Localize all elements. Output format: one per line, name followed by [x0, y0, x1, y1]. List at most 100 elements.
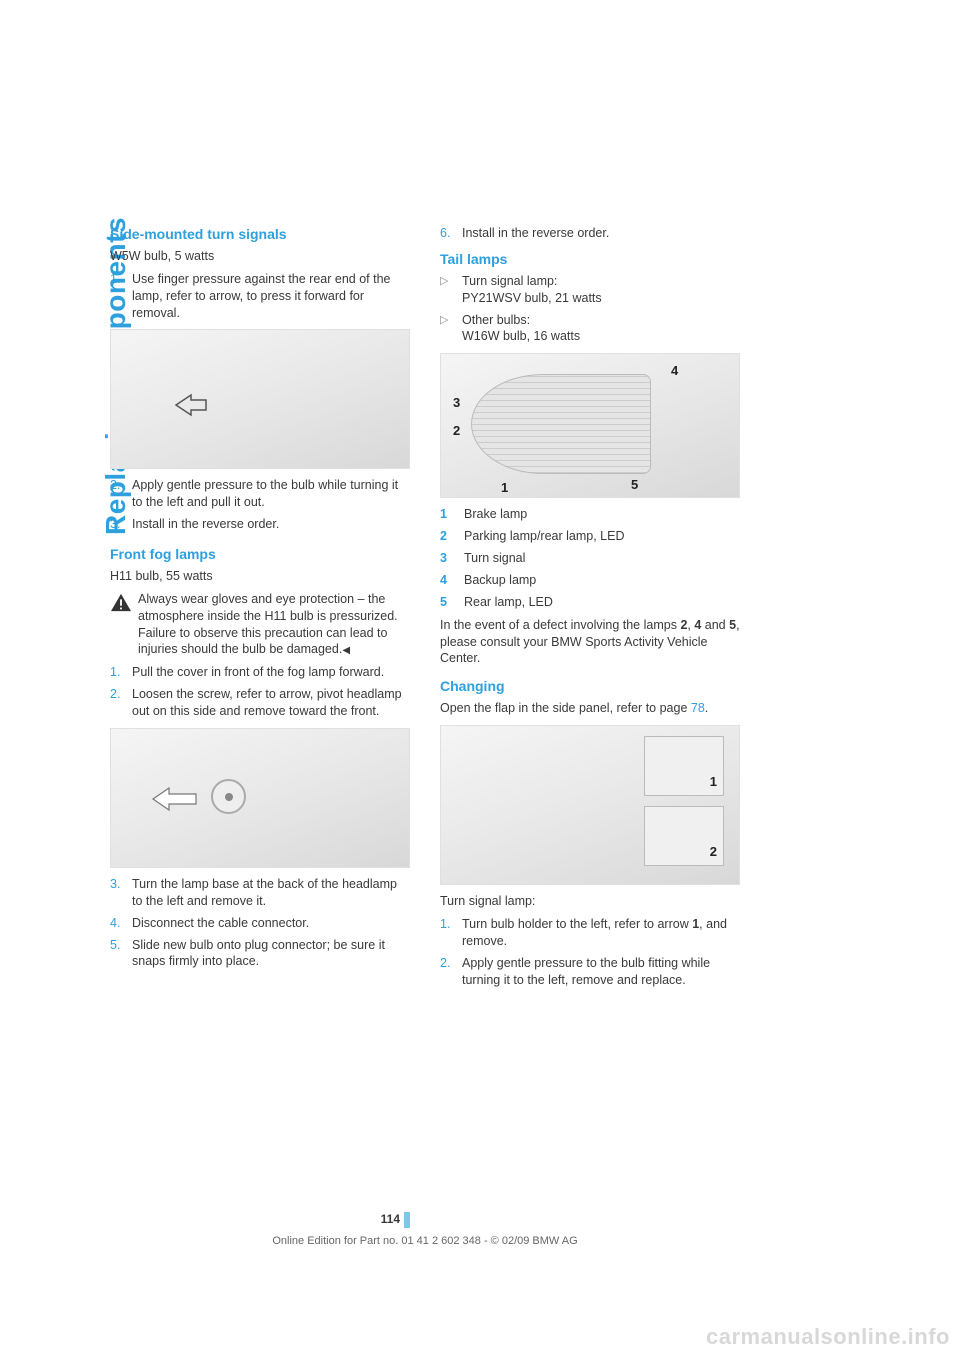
heading-changing: Changing	[440, 677, 740, 696]
text-run: Open the flap in the side panel, refer t…	[440, 701, 691, 715]
bullet-text: Other bulbs: W16W bulb, 16 watts	[462, 312, 580, 346]
list-item: 6. Install in the reverse order.	[440, 225, 740, 242]
bullet-sub: PY21WSV bulb, 21 watts	[462, 291, 602, 305]
callout-2: 2	[453, 422, 460, 440]
step-number: 2.	[440, 955, 454, 989]
bulb-spec-w5w: W5W bulb, 5 watts	[110, 248, 410, 265]
defect-note: In the event of a defect involving the l…	[440, 617, 740, 668]
step-text: Use finger pressure against the rear end…	[132, 271, 410, 322]
step-text: Pull the cover in front of the fog lamp …	[132, 664, 384, 681]
legend-num: 4	[440, 572, 454, 589]
step-number: 2.	[110, 477, 124, 511]
list-item: 2. Apply gentle pressure to the bulb fit…	[440, 955, 740, 989]
page-number: 114	[381, 1212, 400, 1226]
inset-1: 1	[644, 736, 724, 796]
steps-side-turn-a: 1. Use finger pressure against the rear …	[110, 271, 410, 322]
list-item: 3Turn signal	[440, 550, 740, 567]
page-content: Side-mounted turn signals W5W bulb, 5 wa…	[110, 225, 800, 996]
watermark: carmanualsonline.info	[706, 1324, 950, 1350]
list-item: 5. Slide new bulb onto plug connector; b…	[110, 937, 410, 971]
steps-changing: 1. Turn bulb holder to the left, refer t…	[440, 916, 740, 989]
steps-side-turn-b: 2. Apply gentle pressure to the bulb whi…	[110, 477, 410, 533]
step-text: Install in the reverse order.	[462, 225, 609, 242]
bullet-lead: Other bulbs:	[462, 313, 530, 327]
triangle-bullet-icon: ▷	[440, 273, 454, 307]
figure-fog-lamp	[110, 728, 410, 868]
step-text: Install in the reverse order.	[132, 516, 279, 533]
legend-num: 5	[440, 594, 454, 611]
page-number-bar	[404, 1212, 410, 1228]
changing-intro: Open the flap in the side panel, refer t…	[440, 700, 740, 717]
steps-fog-b: 3. Turn the lamp base at the back of the…	[110, 876, 410, 970]
list-item: 4. Disconnect the cable connector.	[110, 915, 410, 932]
step-number: 1.	[440, 916, 454, 950]
steps-fog-a: 1. Pull the cover in front of the fog la…	[110, 664, 410, 720]
step-number: 6.	[440, 225, 454, 242]
end-marker-icon: ◀	[342, 645, 350, 656]
footer-text: Online Edition for Part no. 01 41 2 602 …	[110, 1235, 740, 1247]
legend-num: 1	[440, 506, 454, 523]
triangle-bullet-icon: ▷	[440, 312, 454, 346]
arrow-icon	[171, 390, 211, 420]
list-item: 4 Backup lamp	[440, 572, 740, 589]
steps-continued: 6. Install in the reverse order.	[440, 225, 740, 242]
list-item: 3. Install in the reverse order.	[110, 516, 410, 533]
callout-5: 5	[631, 476, 638, 494]
callout-3: 3	[453, 394, 460, 412]
list-item: 5 Rear lamp, LED	[440, 594, 740, 611]
step-number: 3.	[110, 516, 124, 533]
left-column: Side-mounted turn signals W5W bulb, 5 wa…	[110, 225, 410, 996]
step-text: Disconnect the cable connector.	[132, 915, 309, 932]
step-text: Turn bulb holder to the left, refer to a…	[462, 916, 740, 950]
list-item: 3. Turn the lamp base at the back of the…	[110, 876, 410, 910]
step-text: Apply gentle pressure to the bulb while …	[132, 477, 410, 511]
legend-list: 1Brake lamp 2Parking lamp/rear lamp, LED…	[440, 506, 740, 610]
list-item: 1Brake lamp	[440, 506, 740, 523]
text-run: In the event of a defect involving the l…	[440, 618, 680, 632]
step-text: Loosen the screw, refer to arrow, pivot …	[132, 686, 410, 720]
list-item: 2. Loosen the screw, refer to arrow, piv…	[110, 686, 410, 720]
page-number-wrap: 114	[110, 1210, 410, 1228]
heading-front-fog-lamps: Front fog lamps	[110, 545, 410, 564]
figure-side-turn-signal	[110, 329, 410, 469]
list-item: 2Parking lamp/rear lamp, LED	[440, 528, 740, 545]
list-item: ▷ Other bulbs: W16W bulb, 16 watts	[440, 312, 740, 346]
warning-body: Always wear gloves and eye protection – …	[138, 592, 398, 657]
text-run: and	[701, 618, 729, 632]
turn-signal-sub: Turn signal lamp:	[440, 893, 740, 910]
inset-2: 2	[644, 806, 724, 866]
legend-text: Backup lamp	[464, 572, 536, 589]
callout-1: 1	[501, 479, 508, 497]
bulb-spec-h11: H11 bulb, 55 watts	[110, 568, 410, 585]
callout-1: 1	[710, 773, 717, 791]
screw-icon	[211, 779, 246, 814]
step-number: 2.	[110, 686, 124, 720]
figure-tail-lamp: 3 2 1 4 5	[440, 353, 740, 498]
step-number: 1.	[110, 271, 124, 322]
bullet-text: Turn signal lamp: PY21WSV bulb, 21 watts	[462, 273, 602, 307]
list-item: 1. Pull the cover in front of the fog la…	[110, 664, 410, 681]
legend-num: 2	[440, 528, 454, 545]
heading-side-turn-signals: Side-mounted turn signals	[110, 225, 410, 244]
list-item: 1. Turn bulb holder to the left, refer t…	[440, 916, 740, 950]
step-number: 1.	[110, 664, 124, 681]
list-item: ▷ Turn signal lamp: PY21WSV bulb, 21 wat…	[440, 273, 740, 307]
step-text: Turn the lamp base at the back of the he…	[132, 876, 410, 910]
bullet-sub: W16W bulb, 16 watts	[462, 329, 580, 343]
callout-2: 2	[710, 843, 717, 861]
warning-icon	[110, 593, 132, 613]
step-number: 4.	[110, 915, 124, 932]
arrow-icon	[151, 784, 201, 814]
list-item: 2. Apply gentle pressure to the bulb whi…	[110, 477, 410, 511]
legend-text: Rear lamp, LED	[464, 594, 553, 611]
figure-changing: 1 2	[440, 725, 740, 885]
list-item: 1. Use finger pressure against the rear …	[110, 271, 410, 322]
step-text: Apply gentle pressure to the bulb fittin…	[462, 955, 740, 989]
page-reference-link[interactable]: 78	[691, 701, 705, 715]
step-number: 3.	[110, 876, 124, 910]
text-run: .	[705, 701, 708, 715]
bulb-list: ▷ Turn signal lamp: PY21WSV bulb, 21 wat…	[440, 273, 740, 346]
warning-text: Always wear gloves and eye protection – …	[138, 591, 410, 659]
step-text: Slide new bulb onto plug connector; be s…	[132, 937, 410, 971]
warning-block: Always wear gloves and eye protection – …	[110, 591, 410, 659]
